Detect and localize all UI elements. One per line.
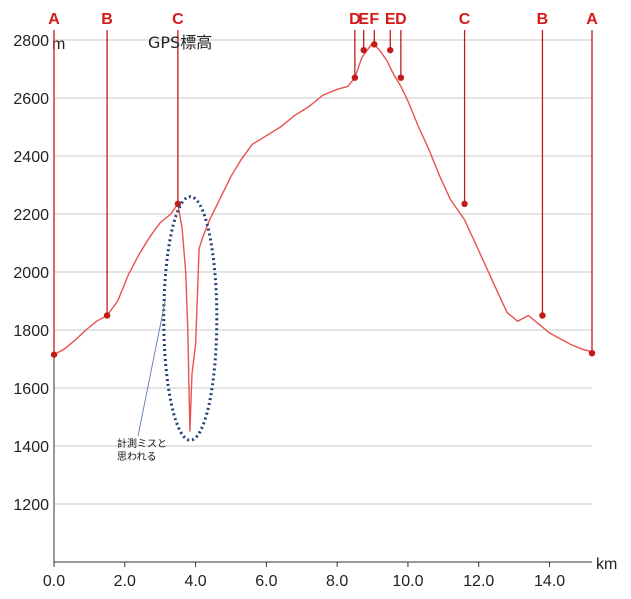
x-axis-ticks: 0.0 2.0 4.0 6.0 8.0 10.0 12.0 14.0 [43, 562, 565, 590]
y-tick-label: 2000 [13, 265, 49, 282]
waypoint-marker-B [103, 312, 111, 319]
waypoint-marker-C [461, 200, 468, 208]
waypoint-label-A: A [586, 11, 598, 28]
x-tick-label: 8.0 [326, 573, 348, 590]
x-tick-label: 6.0 [255, 573, 277, 590]
waypoint-marker-E [387, 46, 394, 54]
waypoint-marker-B [539, 312, 546, 319]
waypoint-label-A: A [48, 11, 60, 28]
annotation-note-line1: 計測ミスと [117, 437, 167, 450]
gps-elevation-label: GPS標高 [148, 33, 212, 52]
error-highlight-ellipse [162, 195, 219, 442]
waypoint-lines [53, 30, 593, 355]
waypoint-marker-E [360, 46, 367, 54]
x-tick-label: 10.0 [392, 573, 423, 590]
waypoint-markers [50, 41, 596, 358]
x-tick-label: 4.0 [184, 573, 206, 590]
waypoint-marker-D [351, 74, 359, 81]
annotation-note-line2: 思われる [117, 451, 157, 463]
grid-lines [54, 39, 592, 505]
x-axis-unit: km [596, 556, 617, 573]
waypoint-marker-A [50, 351, 58, 358]
waypoint-marker-A [588, 350, 596, 357]
y-tick-label: 1800 [13, 323, 49, 340]
waypoint-label-C: C [172, 11, 184, 28]
waypoint-label-F: F [369, 11, 379, 28]
x-tick-label: 12.0 [463, 573, 494, 590]
y-axis-ticks: 1200 1400 1600 1800 2000 2200 2400 2600 2800 [13, 33, 49, 514]
y-tick-label: 2200 [13, 207, 49, 224]
waypoint-marker-D [397, 74, 405, 81]
y-axis-unit: m [52, 36, 65, 53]
x-tick-label: 14.0 [534, 573, 565, 590]
elevation-line [53, 41, 593, 432]
y-tick-label: 2800 [13, 33, 49, 50]
waypoint-label-B: B [537, 11, 549, 28]
y-tick-label: 1400 [13, 439, 49, 456]
y-tick-label: 1600 [13, 381, 49, 398]
waypoint-label-D: D [395, 11, 407, 28]
waypoint-label-E: E [358, 11, 369, 28]
x-tick-label: 0.0 [43, 573, 65, 590]
waypoint-label-C: C [459, 11, 471, 28]
waypoint-label-D: D [349, 11, 361, 28]
x-tick-label: 2.0 [114, 573, 136, 590]
y-tick-label: 1200 [13, 497, 49, 514]
annotation-leader-line [137, 298, 167, 437]
waypoint-label-E: E [385, 11, 396, 28]
waypoint-marker-F [371, 41, 378, 48]
waypoint-marker-C [174, 200, 182, 208]
waypoint-labels: A B C DE F E D C B A [48, 11, 598, 28]
y-tick-label: 2400 [13, 149, 49, 166]
waypoint-label-B: B [101, 11, 113, 28]
y-tick-label: 2600 [13, 91, 49, 108]
